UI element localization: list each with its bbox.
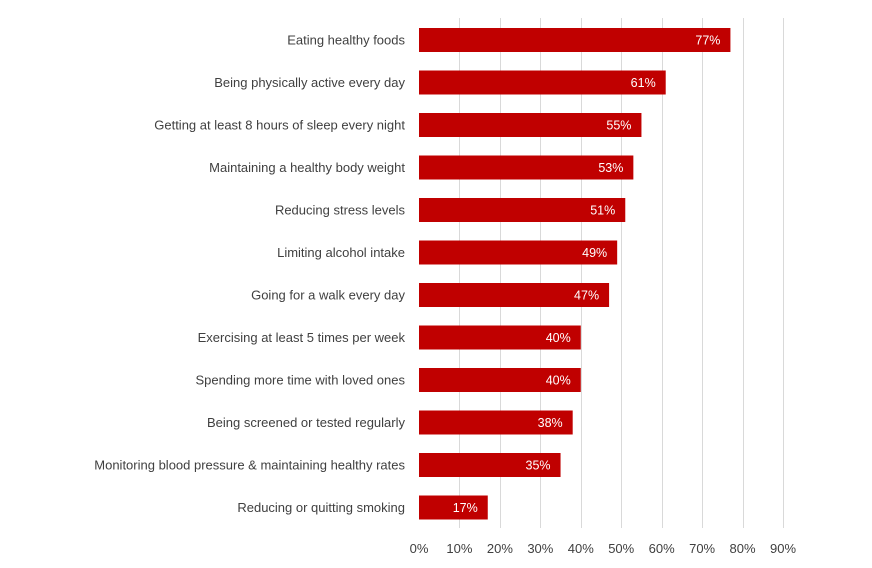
x-tick-label: 0% <box>410 541 429 556</box>
category-label: Being screened or tested regularly <box>207 415 406 430</box>
bar-data-label: 61% <box>631 76 656 90</box>
bar-data-label: 40% <box>546 374 571 388</box>
x-tick-label: 60% <box>649 541 675 556</box>
bar <box>419 70 666 95</box>
category-label: Going for a walk every day <box>251 288 405 303</box>
bar-data-label: 55% <box>606 119 631 133</box>
bar-data-label: 35% <box>526 459 551 473</box>
bar <box>419 368 581 392</box>
category-label: Reducing stress levels <box>275 203 406 218</box>
x-tick-label: 70% <box>689 541 715 556</box>
bar-data-label: 53% <box>598 161 623 175</box>
category-label: Spending more time with loved ones <box>195 373 405 388</box>
category-label: Being physically active every day <box>214 75 405 90</box>
bar-data-label: 38% <box>538 416 563 430</box>
bar <box>419 495 488 520</box>
bar-data-label: 51% <box>590 204 615 218</box>
bar <box>419 113 642 137</box>
x-axis-tick-labels: 0% 10% 20% 30% 40% 50% 60% 70% 80% 90% <box>410 541 797 556</box>
x-tick-label: 80% <box>730 541 756 556</box>
bar <box>419 283 610 307</box>
bars: 77% 61% 55% 53% 51% 49% 47% 40% 40% 38% 35% 17% <box>419 28 731 520</box>
category-label: Limiting alcohol intake <box>277 245 405 260</box>
bar-data-label: 17% <box>453 501 478 515</box>
bar-data-label: 47% <box>574 289 599 303</box>
category-label: Monitoring blood pressure & maintaining … <box>94 458 405 473</box>
bar <box>419 155 634 180</box>
bar-data-label: 77% <box>695 34 720 48</box>
category-label: Eating healthy foods <box>287 33 405 48</box>
x-tick-label: 10% <box>446 541 472 556</box>
bar <box>419 325 581 350</box>
bar <box>419 453 561 477</box>
category-label: Reducing or quitting smoking <box>237 500 405 515</box>
x-tick-label: 40% <box>568 541 594 556</box>
category-label: Getting at least 8 hours of sleep every … <box>154 118 405 133</box>
x-tick-label: 50% <box>608 541 634 556</box>
category-labels: Eating healthy foods Being physically act… <box>94 33 405 516</box>
bar-data-label: 49% <box>582 246 607 260</box>
bar <box>419 198 626 222</box>
category-label: Maintaining a healthy body weight <box>209 160 405 175</box>
gridlines <box>459 18 784 528</box>
x-tick-label: 20% <box>487 541 513 556</box>
x-tick-label: 30% <box>527 541 553 556</box>
bar-data-label: 40% <box>546 331 571 345</box>
bar <box>419 410 573 435</box>
category-label: Exercising at least 5 times per week <box>198 330 406 345</box>
bar <box>419 28 731 52</box>
bar <box>419 240 618 265</box>
x-tick-label: 90% <box>770 541 796 556</box>
